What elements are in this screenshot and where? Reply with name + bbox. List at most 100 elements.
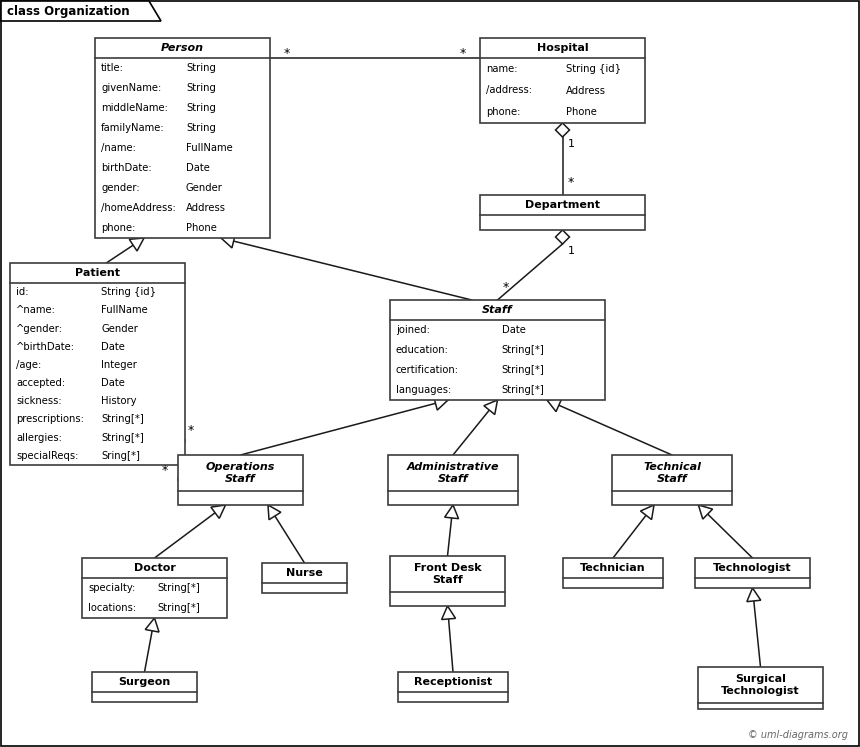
Text: Sring[*]: Sring[*]: [101, 451, 140, 461]
Text: /homeAddress:: /homeAddress:: [101, 203, 175, 213]
Bar: [178, 455, 303, 505]
Text: 1: 1: [568, 246, 574, 256]
Text: phone:: phone:: [101, 223, 135, 233]
Polygon shape: [746, 588, 761, 601]
Polygon shape: [556, 123, 569, 137]
Text: middleName:: middleName:: [101, 103, 168, 113]
Text: Department: Department: [525, 200, 600, 210]
Text: © uml-diagrams.org: © uml-diagrams.org: [748, 730, 848, 740]
Text: Operations
Staff: Operations Staff: [206, 462, 275, 484]
Polygon shape: [556, 230, 569, 244]
Text: /age:: /age:: [16, 360, 41, 370]
Text: Surgical
Technologist: Surgical Technologist: [722, 675, 800, 695]
Polygon shape: [445, 505, 458, 518]
Text: History: History: [101, 397, 137, 406]
Text: Receptionist: Receptionist: [414, 677, 492, 687]
Text: Phone: Phone: [186, 223, 217, 233]
Bar: [82, 558, 227, 618]
Text: *: *: [188, 424, 194, 437]
Text: specialty:: specialty:: [88, 583, 135, 593]
Text: Technologist: Technologist: [713, 563, 792, 573]
Text: Integer: Integer: [101, 360, 137, 370]
Text: /name:: /name:: [101, 143, 136, 153]
Text: prescriptions:: prescriptions:: [16, 415, 84, 424]
Text: certification:: certification:: [396, 365, 459, 375]
Bar: [390, 300, 605, 400]
Text: familyName:: familyName:: [101, 123, 164, 133]
Polygon shape: [484, 400, 497, 415]
Text: *: *: [568, 176, 574, 189]
Polygon shape: [441, 606, 456, 619]
Text: Address: Address: [566, 85, 605, 96]
Polygon shape: [129, 238, 144, 251]
Polygon shape: [641, 505, 654, 520]
Text: Date: Date: [501, 325, 525, 335]
Text: FullName: FullName: [186, 143, 233, 153]
Bar: [398, 672, 508, 702]
Text: Person: Person: [161, 43, 204, 53]
Text: Technician: Technician: [580, 563, 646, 573]
Text: Hospital: Hospital: [537, 43, 588, 53]
Text: Technical
Staff: Technical Staff: [643, 462, 701, 484]
Text: /address:: /address:: [486, 85, 532, 96]
Bar: [10, 263, 185, 465]
Text: String[*]: String[*]: [101, 433, 144, 443]
Polygon shape: [221, 235, 236, 248]
Text: id:: id:: [16, 287, 28, 297]
Polygon shape: [698, 505, 713, 519]
Text: Administrative
Staff: Administrative Staff: [407, 462, 500, 484]
Polygon shape: [145, 618, 159, 632]
Text: String: String: [186, 83, 216, 93]
Text: Date: Date: [101, 378, 125, 388]
Text: languages:: languages:: [396, 385, 452, 395]
Bar: [390, 556, 505, 606]
Text: sickness:: sickness:: [16, 397, 62, 406]
Text: education:: education:: [396, 345, 449, 355]
Polygon shape: [211, 505, 225, 518]
Text: ^name:: ^name:: [16, 306, 56, 315]
Polygon shape: [268, 505, 281, 520]
Text: *: *: [162, 464, 168, 477]
Text: specialReqs:: specialReqs:: [16, 451, 78, 461]
Text: Front Desk
Staff: Front Desk Staff: [414, 563, 482, 585]
Text: name:: name:: [486, 63, 518, 74]
Polygon shape: [433, 397, 448, 410]
Text: String[*]: String[*]: [101, 415, 144, 424]
Text: phone:: phone:: [486, 107, 520, 117]
Text: Gender: Gender: [186, 183, 223, 193]
Text: allergies:: allergies:: [16, 433, 62, 443]
Bar: [612, 455, 732, 505]
Text: title:: title:: [101, 63, 124, 73]
Text: Date: Date: [101, 341, 125, 352]
Text: givenName:: givenName:: [101, 83, 162, 93]
Bar: [695, 558, 810, 588]
Bar: [563, 558, 663, 588]
Bar: [92, 672, 197, 702]
Text: Gender: Gender: [101, 323, 138, 333]
Text: locations:: locations:: [88, 603, 136, 613]
Text: Doctor: Doctor: [133, 563, 175, 573]
Text: String[*]: String[*]: [501, 345, 544, 355]
Text: String[*]: String[*]: [157, 603, 200, 613]
Text: birthDate:: birthDate:: [101, 163, 151, 173]
Bar: [698, 667, 823, 709]
Text: accepted:: accepted:: [16, 378, 65, 388]
Bar: [480, 195, 645, 230]
Text: String[*]: String[*]: [157, 583, 200, 593]
Bar: [388, 455, 518, 505]
Text: *: *: [460, 46, 466, 60]
Text: String[*]: String[*]: [501, 385, 544, 395]
Text: String {id}: String {id}: [566, 63, 621, 74]
Text: Staff: Staff: [482, 305, 513, 315]
Text: String: String: [186, 63, 216, 73]
Text: String: String: [186, 123, 216, 133]
Text: Nurse: Nurse: [286, 568, 322, 578]
Text: String[*]: String[*]: [501, 365, 544, 375]
Bar: [480, 38, 645, 123]
Text: 1: 1: [568, 139, 574, 149]
Text: class Organization: class Organization: [7, 5, 130, 18]
Text: ^birthDate:: ^birthDate:: [16, 341, 75, 352]
Text: String: String: [186, 103, 216, 113]
Text: Phone: Phone: [566, 107, 597, 117]
Text: joined:: joined:: [396, 325, 430, 335]
